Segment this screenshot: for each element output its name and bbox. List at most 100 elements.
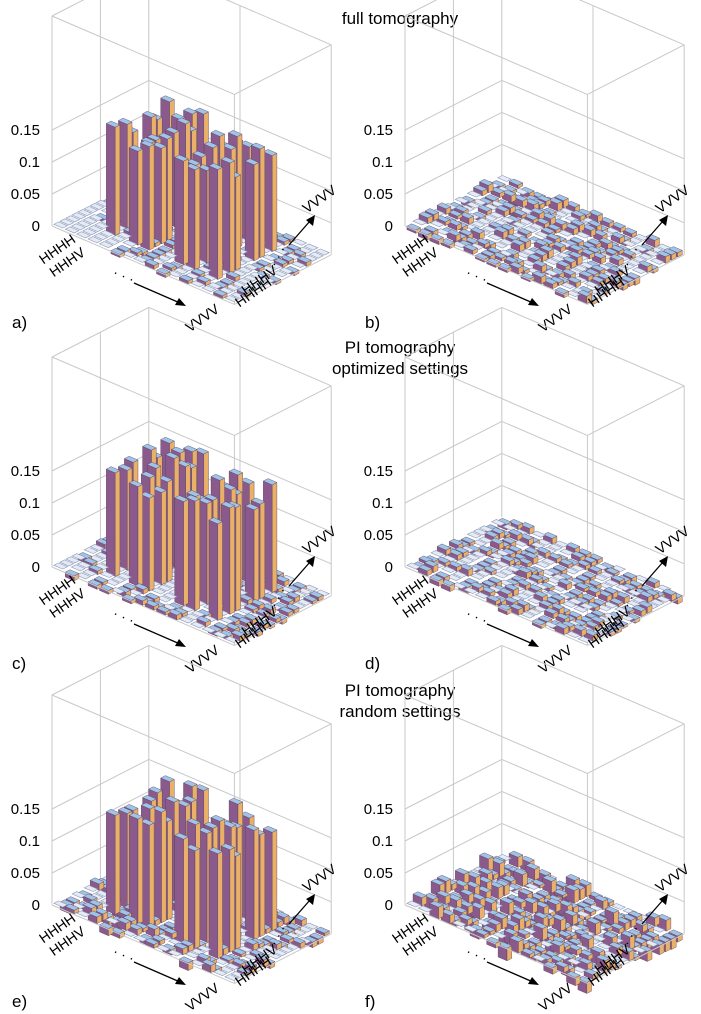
bar — [260, 276, 276, 284]
bar — [547, 552, 562, 564]
bar — [89, 543, 105, 551]
bar — [220, 156, 236, 274]
bar — [459, 556, 475, 564]
bar — [297, 587, 313, 595]
bar — [189, 280, 206, 288]
bar — [156, 605, 171, 616]
bar — [83, 547, 99, 554]
bar — [64, 569, 80, 582]
bar — [208, 847, 223, 959]
bar — [261, 265, 277, 273]
bar — [454, 196, 470, 204]
bar — [151, 587, 167, 595]
col-axis-arrow — [641, 894, 668, 925]
bar — [99, 230, 115, 237]
bar — [487, 233, 503, 241]
bar — [472, 528, 488, 536]
bar — [446, 229, 462, 242]
bar — [650, 925, 666, 933]
bar — [243, 953, 259, 961]
z-tick-label: 0.05 — [11, 865, 40, 882]
bar — [573, 605, 589, 613]
bar — [609, 254, 624, 267]
bar — [230, 280, 247, 288]
bar — [116, 917, 132, 931]
bar — [266, 612, 282, 624]
bar — [531, 954, 547, 962]
bar — [278, 267, 294, 275]
bar — [59, 218, 75, 226]
bar — [244, 158, 260, 262]
bar — [174, 495, 189, 607]
z-tick-label: 0.1 — [19, 495, 40, 512]
bar — [297, 246, 313, 254]
bar — [488, 211, 504, 219]
bar — [498, 587, 513, 600]
bar — [637, 260, 653, 273]
bar — [529, 223, 545, 230]
bar — [224, 295, 240, 302]
bar — [471, 550, 487, 558]
bar — [105, 466, 121, 577]
bar — [557, 578, 572, 591]
col-label-last: VVVV — [299, 860, 339, 895]
z-tick-label: 0.1 — [372, 833, 393, 850]
bar — [284, 943, 300, 950]
bar — [220, 843, 236, 953]
section-title-pi-optimized-line1: PI tomography — [345, 338, 456, 357]
bar — [430, 550, 446, 558]
bar — [536, 538, 552, 546]
row-label-ellipsis: · · · — [111, 943, 137, 966]
bar — [167, 949, 183, 957]
bar — [254, 618, 270, 630]
bar — [556, 260, 571, 272]
bar — [557, 229, 573, 237]
bar — [564, 223, 579, 236]
bar — [144, 938, 160, 949]
bar — [127, 923, 143, 936]
bar — [543, 607, 559, 620]
bar — [267, 930, 284, 938]
bar — [230, 970, 246, 978]
bar — [244, 938, 259, 952]
bar — [599, 216, 615, 228]
bar — [497, 941, 513, 962]
bar — [479, 852, 494, 873]
bar — [75, 231, 92, 239]
section-title-pi-random-line2: random settings — [340, 702, 461, 721]
bar — [507, 529, 523, 541]
bar — [591, 251, 607, 265]
bar — [273, 248, 290, 255]
bar — [649, 257, 665, 265]
bar — [104, 917, 120, 924]
bar — [515, 928, 531, 940]
bar — [575, 910, 591, 918]
bar — [477, 204, 493, 216]
bar — [132, 934, 149, 942]
bar — [53, 900, 69, 908]
bar — [566, 276, 582, 288]
bar — [208, 517, 223, 621]
bar — [470, 220, 486, 228]
bar — [230, 291, 246, 299]
bar — [472, 198, 488, 206]
bar — [512, 209, 528, 219]
bar — [494, 560, 510, 568]
bar — [446, 574, 462, 582]
bar — [517, 218, 533, 226]
bar — [267, 938, 283, 951]
bar — [498, 238, 514, 246]
row-label-last: VVVV — [535, 641, 575, 676]
bar — [555, 612, 570, 624]
bar — [520, 947, 535, 959]
bar — [465, 201, 482, 209]
panel-front-edges — [51, 225, 332, 305]
bar — [621, 249, 636, 260]
bar — [627, 236, 643, 244]
bar — [526, 608, 542, 616]
bar — [315, 926, 330, 937]
bar — [88, 214, 104, 221]
